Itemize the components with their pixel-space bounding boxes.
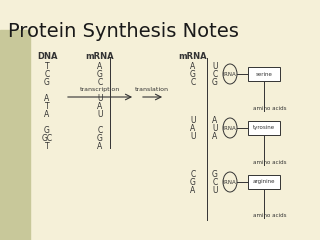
Text: U: U bbox=[190, 116, 196, 125]
Text: G: G bbox=[212, 78, 218, 87]
Text: U: U bbox=[212, 62, 218, 71]
Text: U: U bbox=[212, 124, 218, 133]
Text: C: C bbox=[97, 126, 103, 135]
Text: A: A bbox=[97, 142, 103, 151]
Text: mRNA: mRNA bbox=[86, 52, 114, 61]
Text: Protein Synthesis Notes: Protein Synthesis Notes bbox=[8, 22, 239, 41]
Text: DNA: DNA bbox=[37, 52, 57, 61]
Text: G: G bbox=[212, 170, 218, 179]
Text: T: T bbox=[45, 62, 49, 71]
Text: C: C bbox=[212, 178, 218, 187]
Text: C: C bbox=[190, 170, 196, 179]
Text: C: C bbox=[44, 70, 50, 79]
Text: A: A bbox=[44, 110, 50, 119]
Text: U: U bbox=[190, 132, 196, 141]
Text: A: A bbox=[190, 62, 196, 71]
Text: G: G bbox=[44, 78, 50, 87]
Text: translation: translation bbox=[135, 87, 169, 92]
Text: amino acids: amino acids bbox=[253, 160, 287, 165]
Text: A: A bbox=[44, 94, 50, 103]
Bar bbox=[0, 30, 30, 240]
Text: C: C bbox=[97, 78, 103, 87]
Text: G: G bbox=[44, 126, 50, 135]
Text: A: A bbox=[212, 116, 218, 125]
Text: tyrosine: tyrosine bbox=[253, 126, 275, 131]
FancyBboxPatch shape bbox=[248, 175, 280, 189]
Text: serine: serine bbox=[256, 72, 272, 77]
Text: T: T bbox=[45, 142, 49, 151]
Text: U: U bbox=[97, 110, 103, 119]
Text: A: A bbox=[212, 132, 218, 141]
Text: amino acids: amino acids bbox=[253, 106, 287, 111]
Text: G: G bbox=[190, 70, 196, 79]
Text: arginine: arginine bbox=[253, 180, 275, 185]
FancyBboxPatch shape bbox=[248, 67, 280, 81]
FancyBboxPatch shape bbox=[248, 121, 280, 135]
Text: U: U bbox=[97, 94, 103, 103]
Text: transcription: transcription bbox=[80, 87, 120, 92]
Text: T: T bbox=[45, 102, 49, 111]
Text: A: A bbox=[190, 124, 196, 133]
Text: C: C bbox=[190, 78, 196, 87]
Text: tRNA: tRNA bbox=[223, 126, 237, 131]
Text: U: U bbox=[212, 186, 218, 195]
Text: G: G bbox=[190, 178, 196, 187]
Text: A: A bbox=[190, 186, 196, 195]
Text: C: C bbox=[212, 70, 218, 79]
Text: tRNA: tRNA bbox=[223, 180, 237, 185]
Text: mRNA: mRNA bbox=[179, 52, 207, 61]
Text: tRNA: tRNA bbox=[223, 72, 237, 77]
Text: A: A bbox=[97, 102, 103, 111]
Text: GC: GC bbox=[41, 134, 52, 143]
Text: A: A bbox=[97, 62, 103, 71]
Text: G: G bbox=[97, 134, 103, 143]
Text: amino acids: amino acids bbox=[253, 213, 287, 218]
Text: G: G bbox=[97, 70, 103, 79]
